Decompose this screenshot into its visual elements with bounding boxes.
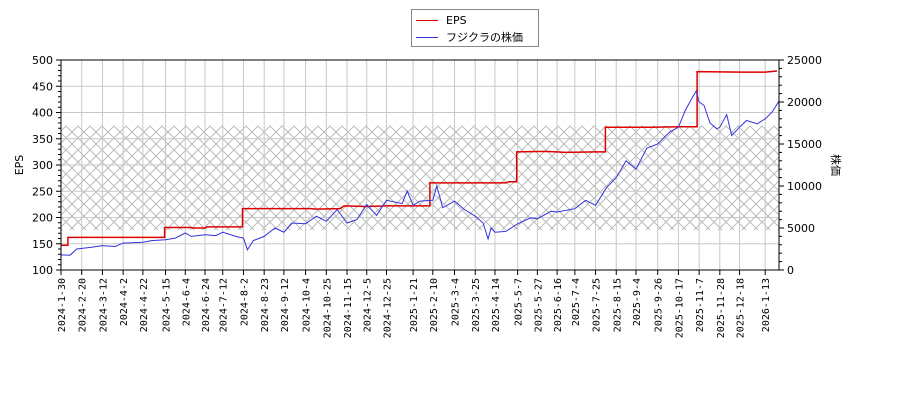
x-tick-label: 2024-4-22 (139, 278, 150, 332)
left-tick-label: 350 (32, 133, 53, 146)
x-tick-label: 2024-6-24 (201, 278, 212, 332)
legend-label-eps: EPS (446, 13, 467, 27)
left-tick-label: 450 (32, 80, 53, 93)
x-tick-label: 2024-1-30 (57, 278, 68, 332)
x-tick-label: 2025-2-10 (429, 278, 440, 332)
x-tick-label: 2025-4-14 (491, 278, 502, 332)
x-tick-label: 2024-8-23 (260, 278, 271, 332)
x-tick-label: 2024-10-25 (322, 278, 333, 338)
right-axis-title: 株価 (829, 154, 843, 176)
left-tick-label: 500 (32, 54, 53, 67)
right-tick-label: 20000 (787, 96, 822, 109)
x-tick-label: 2025-3-4 (451, 278, 462, 326)
left-tick-label: 400 (32, 107, 53, 120)
left-tick-label: 150 (32, 238, 53, 251)
x-tick-label: 2024-7-12 (219, 278, 230, 332)
right-tick-label: 5000 (787, 222, 815, 235)
stock-price-line (60, 89, 780, 256)
left-tick-label: 250 (32, 185, 53, 198)
x-tick-label: 2025-12-18 (736, 278, 747, 338)
x-tick-label: 2025-3-25 (471, 278, 482, 332)
legend: EPS フジクラの株価 (411, 9, 539, 47)
legend-swatch-eps (416, 19, 438, 21)
x-tick-label: 2024-5-15 (162, 278, 173, 332)
legend-swatch-stock (416, 36, 438, 38)
x-tick-label: 2024-2-20 (78, 278, 89, 332)
right-tick-label: 15000 (787, 138, 822, 151)
left-axis-title: EPS (13, 155, 26, 176)
axis-labels: 1001502002503003504004505000500010000150… (32, 54, 822, 338)
right-tick-label: 0 (787, 264, 794, 277)
left-tick-label: 300 (32, 159, 53, 172)
legend-item-eps: EPS (416, 12, 467, 28)
x-tick-label: 2025-5-7 (514, 278, 525, 326)
x-tick-label: 2025-9-26 (654, 278, 665, 332)
x-tick-label: 2025-5-27 (533, 278, 544, 332)
x-tick-label: 2025-9-4 (632, 278, 643, 326)
x-tick-label: 2025-7-25 (592, 278, 603, 332)
x-tick-label: 2024-12-25 (382, 278, 393, 338)
legend-item-stock: フジクラの株価 (416, 29, 523, 45)
x-tick-label: 2024-4-2 (119, 278, 130, 326)
x-tick-label: 2025-7-4 (571, 278, 582, 326)
grid-lines (60, 59, 779, 271)
right-tick-label: 25000 (787, 54, 822, 67)
x-tick-label: 2024-9-12 (280, 278, 291, 332)
x-tick-label: 2024-3-12 (98, 278, 109, 332)
axis-ticks (56, 59, 784, 275)
legend-label-stock: フジクラの株価 (446, 31, 523, 44)
x-tick-label: 2026-1-13 (761, 278, 772, 332)
x-tick-label: 2025-8-15 (612, 278, 623, 332)
x-tick-label: 2024-11-15 (343, 278, 354, 338)
x-tick-label: 2024-6-4 (181, 278, 192, 326)
left-tick-label: 200 (32, 212, 53, 225)
x-tick-label: 2024-12-5 (363, 278, 374, 332)
x-tick-label: 2025-10-17 (674, 278, 685, 338)
x-tick-label: 2024-10-4 (302, 278, 313, 332)
x-tick-label: 2025-6-16 (553, 278, 564, 332)
right-tick-label: 10000 (787, 180, 822, 193)
x-tick-label: 2025-11-28 (716, 278, 727, 338)
x-tick-label: 2025-1-21 (409, 278, 420, 332)
left-tick-label: 100 (32, 264, 53, 277)
shaded-band (61, 125, 779, 231)
series-lines (60, 70, 780, 256)
hatch-region (61, 125, 779, 231)
x-tick-label: 2024-8-2 (239, 278, 250, 326)
eps-line (61, 70, 778, 247)
x-tick-label: 2025-11-7 (695, 278, 706, 332)
